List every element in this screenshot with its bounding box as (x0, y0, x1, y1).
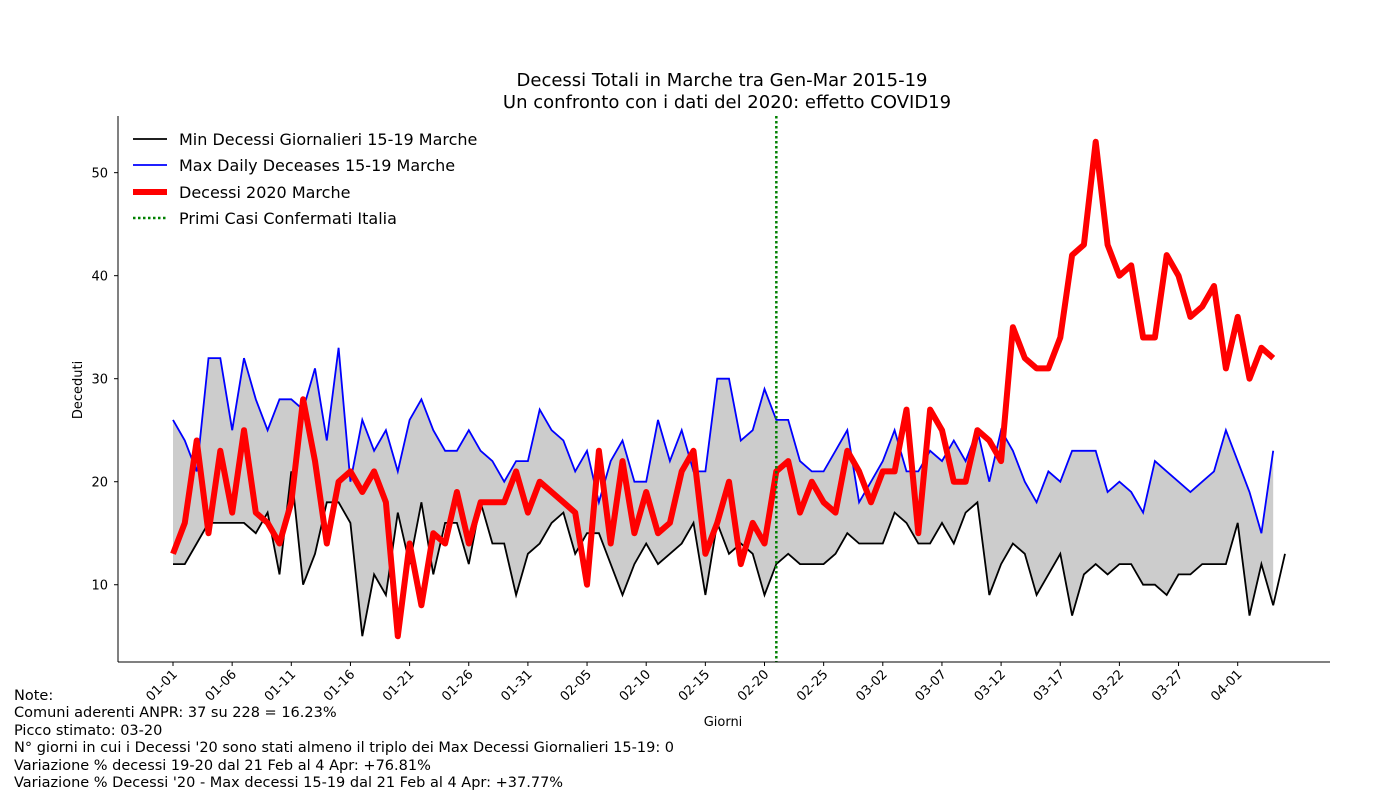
legend-label-min: Min Decessi Giornalieri 15-19 Marche (179, 130, 477, 149)
note-variation-max: Variazione % Decessi '20 - Max decessi 1… (14, 775, 564, 792)
legend-label-2020: Decessi 2020 Marche (179, 183, 350, 202)
y-axis-ticks: 10 20 30 40 50 (91, 167, 118, 594)
note-anpr: Comuni aderenti ANPR: 37 su 228 = 16.23% (14, 705, 337, 722)
y-axis-label: Deceduti (71, 361, 86, 419)
x-tick-label: 03-22 (1090, 667, 1127, 704)
notes-heading: Note: (14, 688, 54, 704)
y-tick-label: 30 (91, 373, 108, 388)
chart-subtitle: Un confronto con i dati del 2020: effett… (503, 92, 951, 113)
note-triple-days: N° giorni in cui i Decessi '20 sono stat… (14, 740, 675, 757)
x-tick-label: 04-01 (1208, 667, 1245, 704)
x-tick-label: 02-20 (735, 667, 772, 704)
note-variation-19-20: Variazione % decessi 19-20 dal 21 Feb al… (14, 757, 431, 774)
notes: Note: Comuni aderenti ANPR: 37 su 228 = … (14, 688, 674, 792)
x-tick-label: 03-12 (972, 667, 1009, 704)
note-peak: Picco stimato: 03-20 (14, 722, 163, 739)
y-tick-label: 10 (91, 579, 108, 594)
y-tick-label: 20 (91, 476, 108, 491)
legend-label-max: Max Daily Deceases 15-19 Marche (179, 156, 455, 175)
chart-title: Decessi Totali in Marche tra Gen-Mar 201… (517, 70, 928, 91)
x-axis-label: Giorni (704, 715, 743, 730)
y-tick-label: 50 (91, 167, 108, 182)
x-tick-label: 02-25 (794, 667, 831, 704)
x-tick-label: 02-15 (676, 667, 713, 704)
x-tick-label: 03-17 (1031, 667, 1068, 704)
series-line-max (172, 347, 1275, 534)
y-tick-label: 40 (91, 270, 108, 285)
x-tick-label: 03-02 (853, 667, 890, 704)
legend: Min Decessi Giornalieri 15-19 Marche Max… (133, 130, 477, 228)
series-line-min (173, 471, 1286, 637)
legend-label-vline: Primi Casi Confermati Italia (179, 209, 397, 228)
x-tick-label: 03-07 (912, 667, 949, 704)
x-tick-label: 03-27 (1149, 667, 1186, 704)
series-line-2020 (170, 138, 1276, 640)
plot-area (170, 116, 1286, 662)
